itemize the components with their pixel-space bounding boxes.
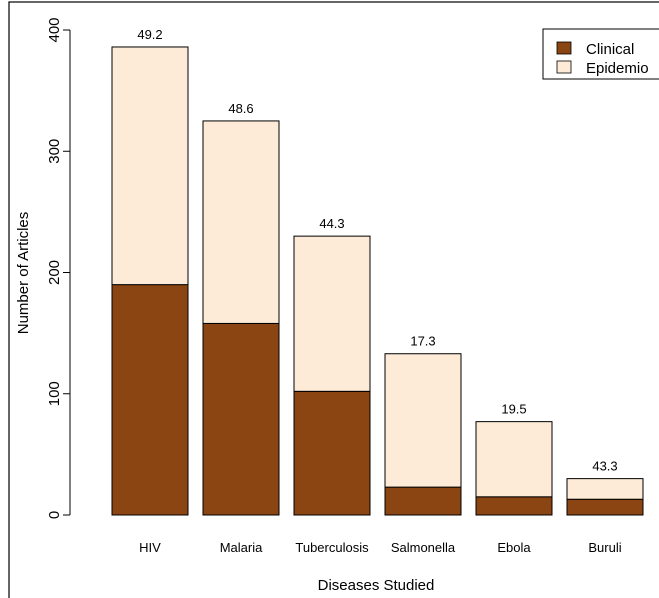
bar-malaria-epidemio bbox=[202, 120, 280, 324]
y-axis-ticks: 0 100 200 300 400 bbox=[46, 17, 70, 519]
data-labels-group: 49.2 48.6 44.3 17.3 19.5 43.3 bbox=[137, 27, 617, 474]
data-label: 19.5 bbox=[501, 402, 526, 417]
data-label: 48.6 bbox=[228, 101, 253, 116]
data-label: 49.2 bbox=[137, 27, 162, 42]
legend-swatch-clinical bbox=[556, 41, 572, 55]
bar-ebola-clinical bbox=[475, 496, 553, 516]
category-label: Buruli bbox=[588, 540, 621, 555]
y-tick-label: 200 bbox=[46, 260, 63, 285]
y-axis-title: Number of Articles bbox=[15, 212, 32, 335]
category-label: Ebola bbox=[497, 540, 531, 555]
legend: Clinical Epidemio bbox=[542, 28, 659, 80]
category-label: HIV bbox=[139, 540, 161, 555]
y-tick-label: 0 bbox=[46, 511, 63, 519]
legend-label-clinical: Clinical bbox=[586, 41, 634, 58]
bar-malaria-clinical bbox=[202, 322, 280, 516]
data-label: 17.3 bbox=[410, 334, 435, 349]
category-label: Salmonella bbox=[391, 540, 456, 555]
bar-ebola-epidemio bbox=[475, 421, 553, 498]
category-label: Tuberculosis bbox=[295, 540, 369, 555]
legend-swatch-epidemio bbox=[556, 60, 572, 74]
bar-tuberculosis-epidemio bbox=[293, 235, 371, 392]
bar-buruli-epidemio bbox=[566, 478, 644, 500]
y-tick-label: 100 bbox=[46, 381, 63, 406]
legend-label-epidemio: Epidemio bbox=[586, 60, 649, 77]
y-tick-label: 400 bbox=[46, 17, 63, 42]
bar-salmonella-epidemio bbox=[384, 353, 462, 488]
bars-group bbox=[111, 46, 644, 516]
bar-buruli-clinical bbox=[566, 498, 644, 516]
x-axis-title: Diseases Studied bbox=[318, 577, 435, 594]
bar-hiv-clinical bbox=[111, 284, 189, 516]
bar-salmonella-clinical bbox=[384, 486, 462, 516]
data-label: 44.3 bbox=[319, 216, 344, 231]
bar-hiv-epidemio bbox=[111, 46, 189, 286]
category-labels-group: HIV Malaria Tuberculosis Salmonella Ebola Bur… bbox=[139, 540, 622, 555]
bar-tuberculosis-clinical bbox=[293, 390, 371, 516]
y-tick-label: 300 bbox=[46, 139, 63, 164]
plot-frame bbox=[8, 1, 659, 598]
category-label: Malaria bbox=[220, 540, 263, 555]
data-label: 43.3 bbox=[592, 459, 617, 474]
